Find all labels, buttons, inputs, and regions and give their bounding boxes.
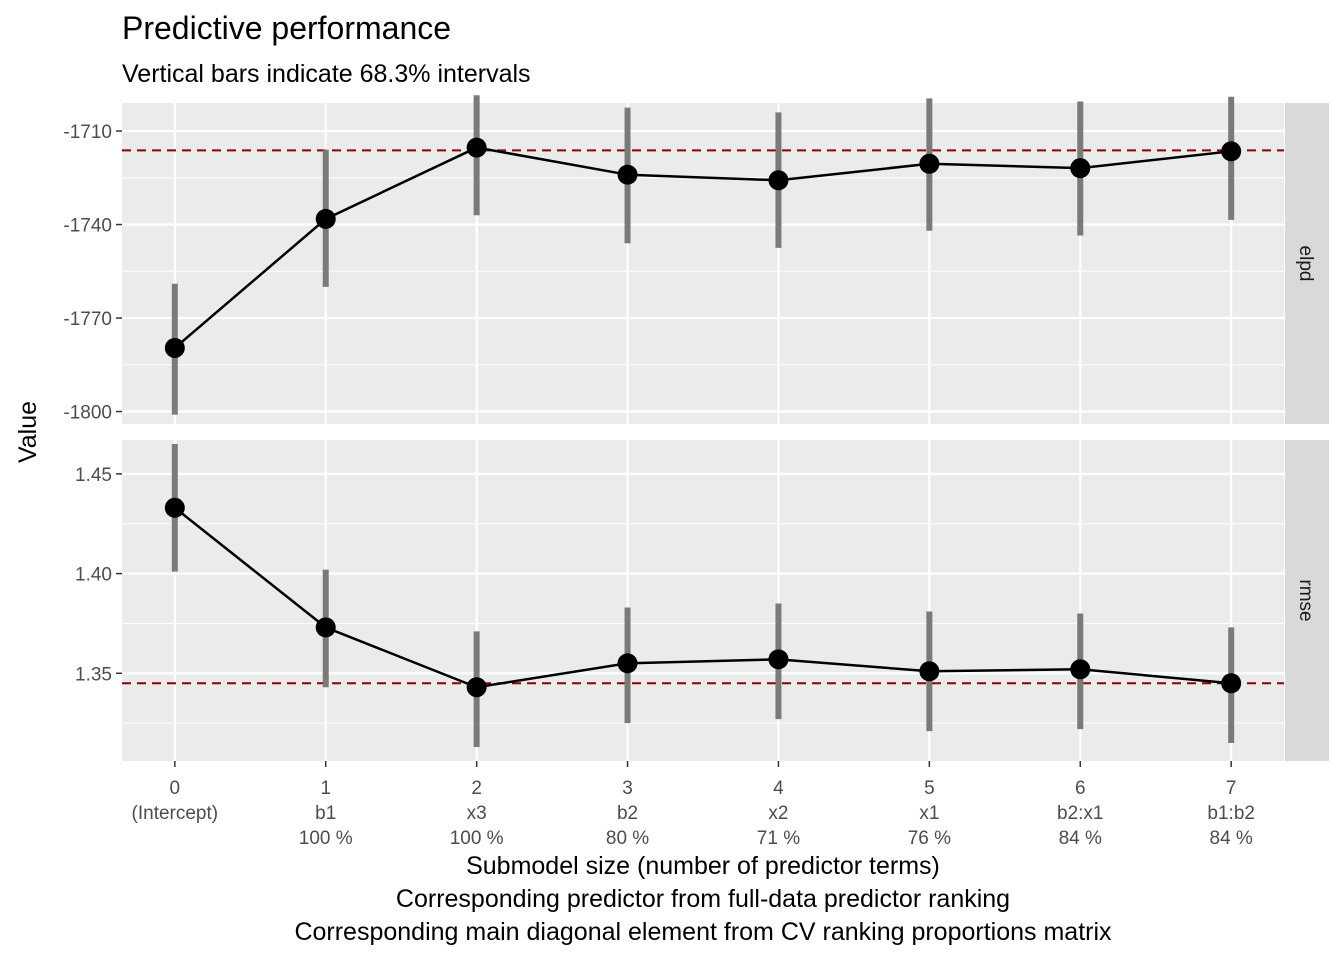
data-point [768, 170, 789, 191]
data-point [164, 337, 185, 358]
plot-layer: -1710 -1740 -1770 -1800 elpd 1.45 1.40 1.35 rmse… [63, 95, 1329, 849]
y-tick-label: -1800 [63, 403, 112, 424]
x-axis-title-line-1: Submodel size (number of predictor terms… [466, 852, 940, 880]
facet-strip-label: rmse [1295, 579, 1316, 621]
facet-strip-rmse [1285, 440, 1329, 761]
panel-background-elpd [122, 103, 1284, 424]
data-point [466, 677, 487, 698]
x-tick-label: 2 [471, 778, 482, 799]
x-tick-label: 84 % [1059, 828, 1102, 849]
x-tick-label: 3 [622, 778, 633, 799]
x-axis-title-line-2: Corresponding predictor from full-data p… [396, 885, 1010, 913]
data-point [1070, 659, 1091, 680]
x-tick-label: 1 [320, 778, 331, 799]
data-point [919, 661, 940, 682]
series-line [174, 506, 1232, 689]
y-tick-label: 1.40 [75, 565, 112, 586]
x-axis-title-line-3: Corresponding main diagonal element from… [294, 918, 1112, 946]
x-tick-label: 6 [1075, 778, 1086, 799]
x-tick-label: 100 % [299, 828, 353, 849]
series-line [174, 146, 1232, 349]
x-tick-label: 84 % [1210, 828, 1253, 849]
x-tick-label: 4 [773, 778, 784, 799]
panel-background-rmse [122, 440, 1284, 761]
data-point [617, 164, 638, 185]
y-tick-label: 1.45 [75, 465, 112, 486]
y-axis-title: Value [14, 401, 42, 463]
chart-subtitle: Vertical bars indicate 68.3% intervals [122, 60, 531, 88]
facet-strip-label: elpd [1295, 246, 1316, 282]
x-tick-label: 100 % [450, 828, 504, 849]
data-point [315, 208, 336, 229]
data-point [466, 137, 487, 158]
x-tick-label: x2 [768, 803, 788, 824]
x-tick-label: 7 [1226, 778, 1237, 799]
x-tick-label: 0 [170, 778, 181, 799]
x-tick-label: x1 [919, 803, 939, 824]
y-tick-label: 1.35 [75, 664, 112, 685]
data-point [315, 617, 336, 638]
data-point [1070, 158, 1091, 179]
data-point [768, 649, 789, 670]
x-tick-label: b2 [617, 803, 638, 824]
y-tick-label: -1770 [63, 309, 112, 330]
y-tick-label: -1740 [63, 216, 112, 237]
data-point [617, 653, 638, 674]
x-tick-label: 5 [924, 778, 935, 799]
x-tick-label: b2:x1 [1057, 803, 1103, 824]
x-tick-label: 76 % [908, 828, 951, 849]
x-tick-label: x3 [467, 803, 487, 824]
data-point [164, 497, 185, 518]
facet-strip-elpd [1285, 103, 1329, 424]
y-tick-label: -1710 [63, 122, 112, 143]
x-tick-label: 71 % [757, 828, 800, 849]
data-point [1221, 673, 1242, 694]
x-tick-label: (Intercept) [132, 803, 219, 824]
x-tick-label: b1 [315, 803, 336, 824]
x-tick-label: 80 % [606, 828, 649, 849]
chart-title: Predictive performance [122, 10, 451, 46]
data-point [1221, 141, 1242, 162]
x-tick-label: b1:b2 [1207, 803, 1255, 824]
data-point [919, 153, 940, 174]
